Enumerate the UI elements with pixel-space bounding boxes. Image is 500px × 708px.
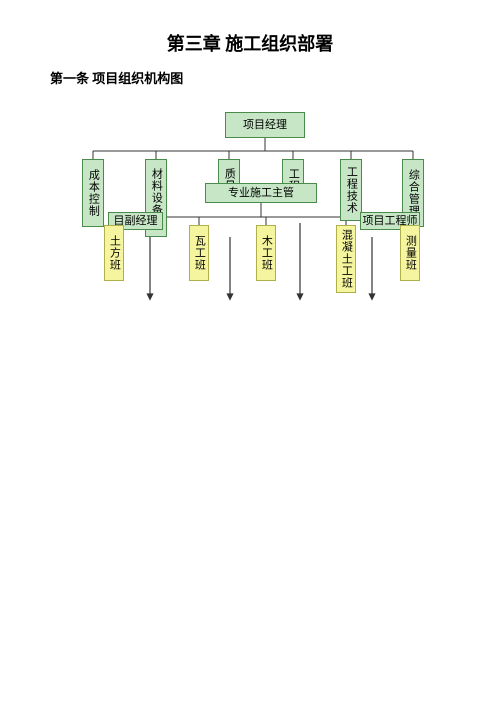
node-label: 土方班: [108, 235, 121, 271]
node-pm: 项目经理: [225, 112, 305, 138]
node-label: 工程技术: [345, 166, 358, 214]
node-earth: 土方班: [104, 225, 124, 281]
node-label: 混凝土工班: [340, 229, 353, 289]
node-spec: 专业施工主管: [205, 183, 317, 203]
node-survey: 测量班: [400, 225, 420, 281]
org-chart: 项目经理成本控制材料设备组质量工程工程技术综合管理专业施工主管目副经理项目工程师…: [0, 97, 500, 347]
node-label: 综合管理: [407, 169, 420, 217]
node-label: 项目经理: [243, 119, 287, 132]
node-label: 木工班: [260, 235, 273, 271]
node-label: 成本控制: [87, 169, 100, 217]
page-title: 第三章 施工组织部署: [0, 0, 500, 68]
node-wood: 木工班: [256, 225, 276, 281]
node-label: 瓦工班: [193, 235, 206, 271]
node-label: 专业施工主管: [228, 187, 294, 200]
node-tile: 瓦工班: [189, 225, 209, 281]
node-concrete: 混凝土工班: [336, 225, 356, 293]
node-cost: 成本控制: [82, 159, 104, 227]
node-tech: 工程技术: [340, 159, 362, 221]
section-title: 第一条 项目组织机构图: [0, 68, 500, 97]
node-label: 测量班: [404, 235, 417, 271]
